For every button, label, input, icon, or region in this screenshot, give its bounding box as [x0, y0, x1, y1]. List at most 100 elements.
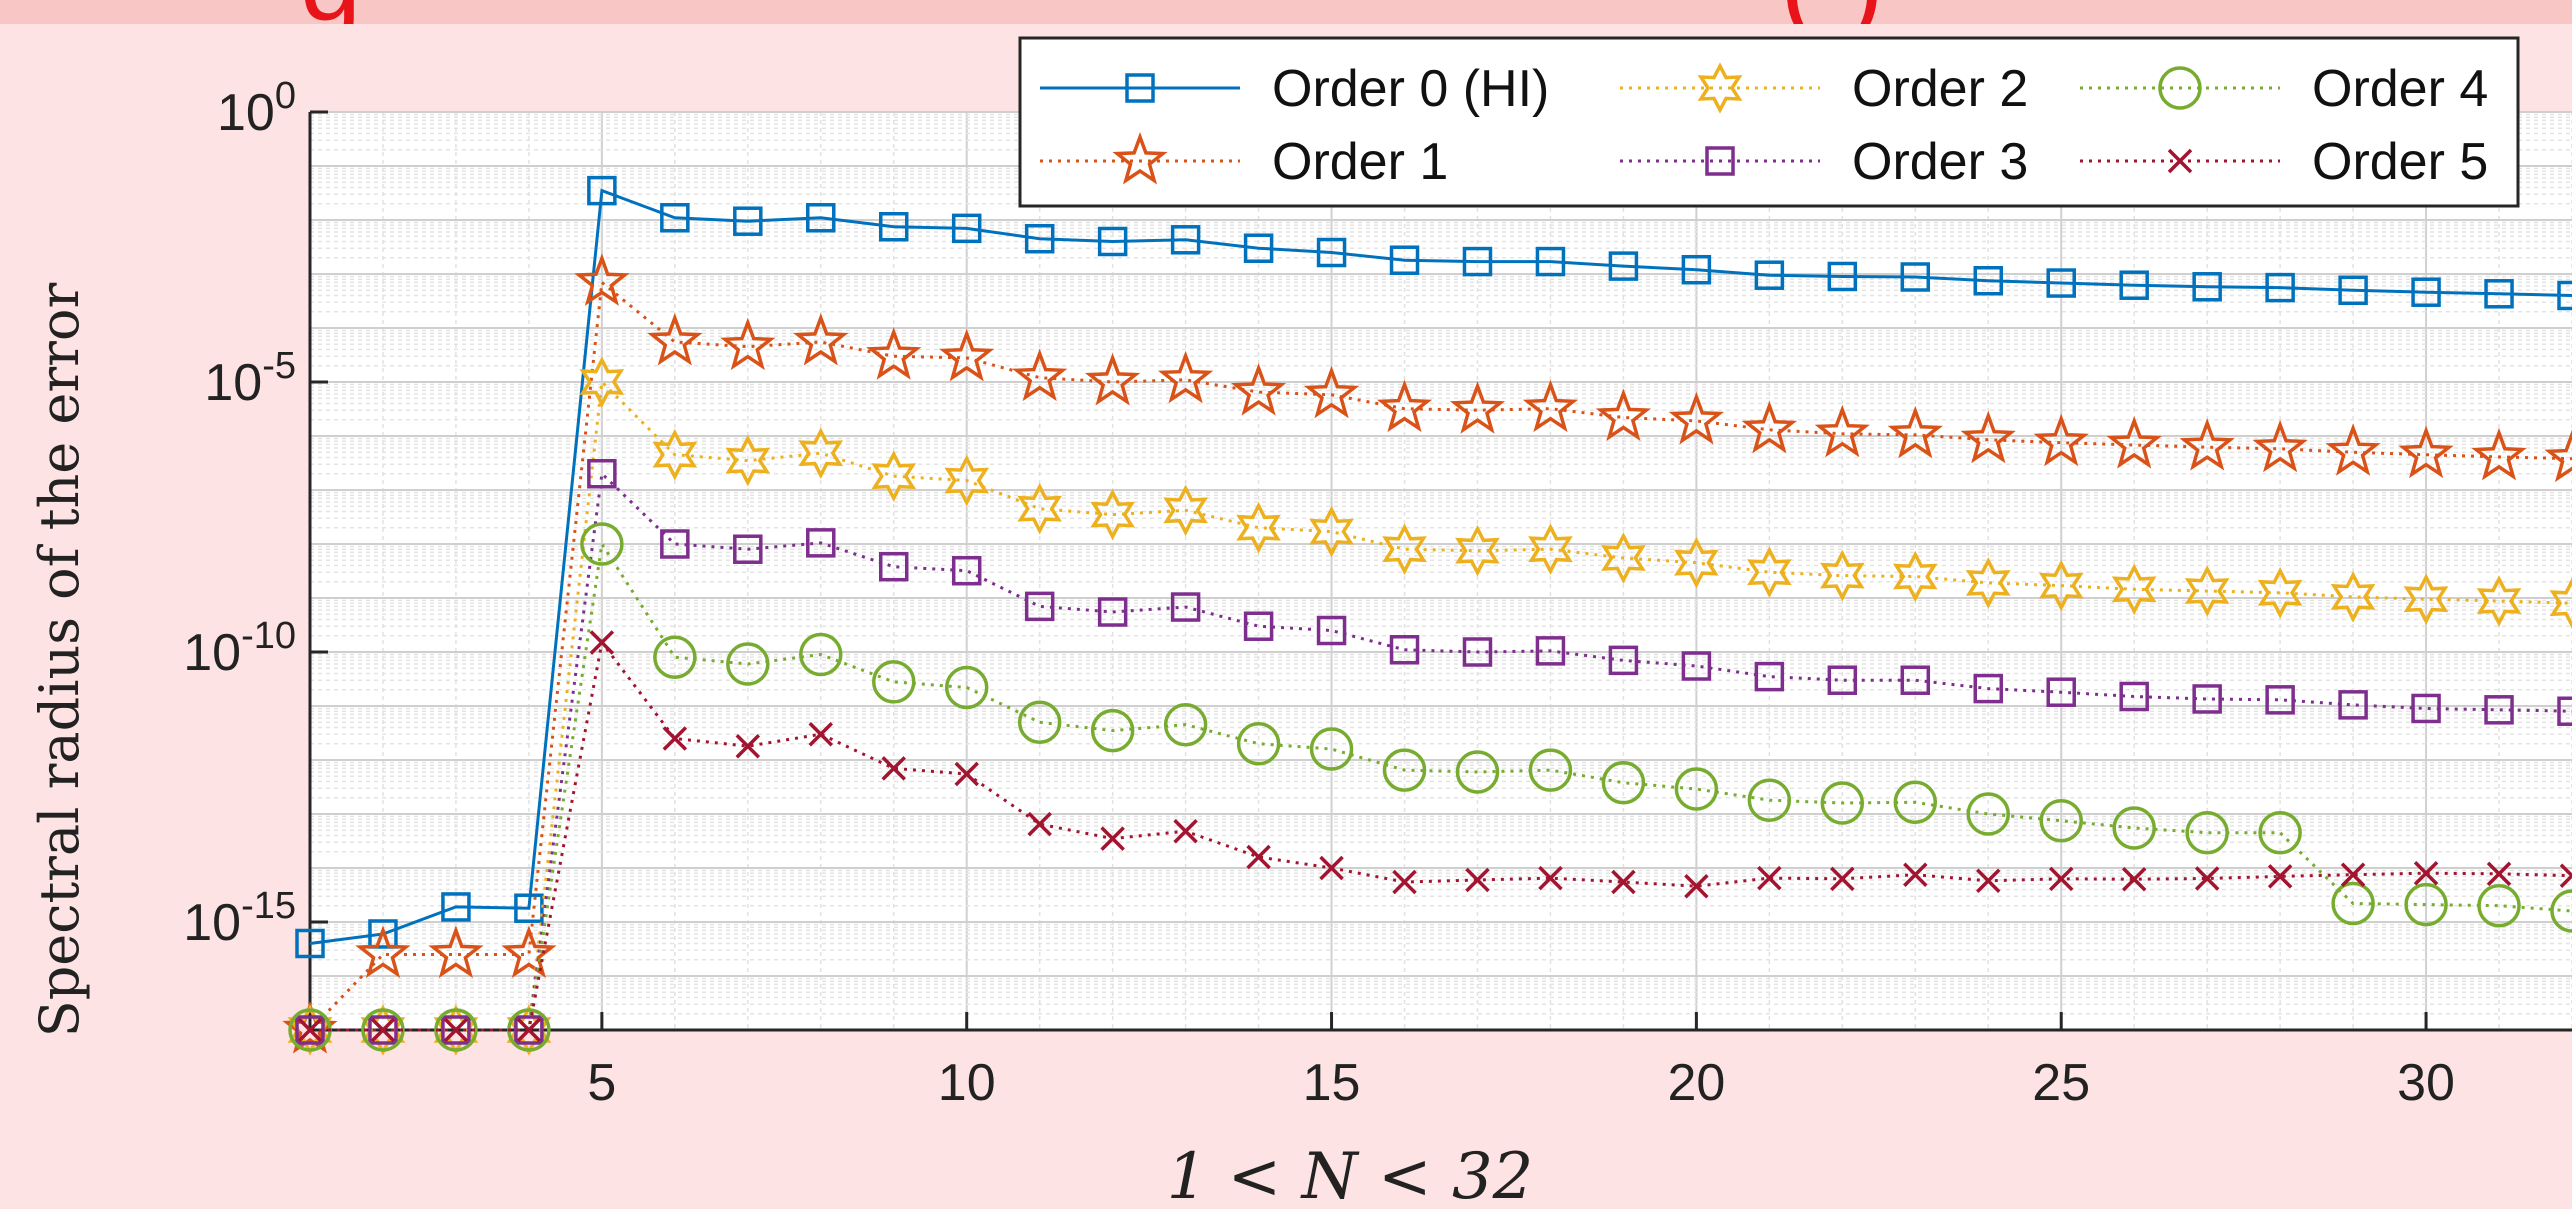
data-point — [1611, 869, 1636, 895]
data-point — [1462, 246, 1493, 277]
legend-label: Order 3 — [1852, 133, 2028, 191]
data-point — [2265, 272, 2295, 303]
y-axis-label: Spectral radius of the error — [28, 283, 91, 1038]
data-point — [501, 925, 557, 978]
data-point — [1097, 597, 1128, 627]
data-point — [1820, 781, 1865, 825]
data-point — [1697, 62, 1743, 114]
x-tick-label: 20 — [1667, 1054, 1725, 1112]
x-tick-label: 5 — [587, 1054, 616, 1112]
data-point — [2046, 677, 2076, 707]
data-point — [1303, 365, 1360, 419]
data-point — [1085, 352, 1141, 406]
slide-title-fragment: g — [300, 0, 361, 24]
data-point — [506, 1004, 552, 1056]
data-point — [428, 925, 484, 978]
data-point — [1316, 237, 1347, 268]
data-point — [589, 630, 615, 655]
data-point — [368, 919, 398, 949]
data-point — [2033, 413, 2089, 467]
data-point — [514, 893, 544, 923]
series-layer — [282, 175, 2572, 1056]
data-point — [1024, 223, 1055, 254]
data-point — [806, 203, 836, 233]
data-point — [1754, 661, 1785, 692]
data-point — [287, 1004, 333, 1056]
data-point — [1674, 767, 1719, 811]
data-point — [2185, 810, 2229, 855]
data-point — [2167, 148, 2193, 174]
data-point — [1595, 388, 1651, 441]
series-line — [310, 539, 2572, 1032]
data-point — [1246, 844, 1271, 870]
data-point — [2398, 425, 2454, 479]
data-point — [2184, 565, 2230, 617]
data-point — [1382, 748, 1427, 792]
data-point — [1163, 484, 1209, 537]
data-point — [1903, 862, 1928, 887]
data-point — [1243, 611, 1274, 641]
x-tick-label: 30 — [2397, 1054, 2455, 1112]
data-point — [441, 1015, 471, 1045]
data-point — [1820, 549, 1865, 602]
data-point — [1319, 855, 1344, 881]
data-point — [2112, 806, 2156, 850]
slide-title-clip: g ( ) — [300, 0, 1884, 24]
data-point — [1681, 254, 1712, 285]
data-point — [1024, 591, 1055, 622]
data-point — [1389, 635, 1420, 665]
data-point — [1170, 592, 1201, 622]
data-point — [1973, 673, 2004, 704]
y-tick-label: 100 — [217, 75, 296, 142]
data-point — [368, 1015, 398, 1045]
data-point — [1389, 245, 1420, 275]
data-point — [1027, 811, 1052, 837]
data-point — [725, 434, 771, 487]
data-point — [587, 458, 617, 489]
data-point — [733, 206, 763, 236]
data-point — [951, 213, 982, 244]
data-point — [1158, 350, 1214, 404]
data-point — [2119, 681, 2149, 712]
data-point — [1017, 700, 1062, 745]
data-point — [1960, 410, 2016, 464]
data-point — [433, 1004, 479, 1056]
data-point — [1892, 550, 1938, 603]
data-point — [1090, 708, 1135, 753]
data-point — [355, 925, 411, 978]
data-point — [1830, 866, 1855, 892]
data-point — [1966, 792, 2011, 836]
data-point — [866, 327, 922, 380]
data-point — [2411, 277, 2441, 307]
series-3 — [295, 458, 2572, 1045]
legend-label: Order 4 — [2312, 60, 2488, 118]
data-point — [799, 632, 843, 677]
data-point — [579, 356, 625, 408]
slide-title-fragment-right: ( ) — [1780, 0, 1884, 24]
series-0 — [295, 175, 2572, 959]
data-point — [1746, 546, 1792, 599]
data-point — [954, 761, 979, 787]
series-line — [310, 638, 2572, 1032]
data-point — [871, 450, 917, 503]
data-point — [735, 733, 761, 759]
data-point — [1455, 524, 1500, 577]
data-point — [2557, 696, 2572, 726]
data-point — [295, 1015, 325, 1045]
slide-title-band: g ( ) — [0, 0, 2572, 24]
data-point — [2106, 415, 2162, 469]
data-point — [514, 1015, 544, 1045]
data-point — [2330, 571, 2376, 623]
data-point — [574, 253, 630, 306]
data-point — [441, 892, 471, 922]
data-point — [1455, 750, 1500, 794]
data-point — [580, 522, 624, 566]
data-point — [2404, 882, 2448, 927]
data-point — [1684, 873, 1709, 899]
data-point — [1900, 665, 1931, 695]
data-point — [2038, 559, 2084, 612]
data-point — [2158, 66, 2202, 110]
data-point — [2559, 863, 2572, 888]
data-point — [1017, 482, 1062, 535]
